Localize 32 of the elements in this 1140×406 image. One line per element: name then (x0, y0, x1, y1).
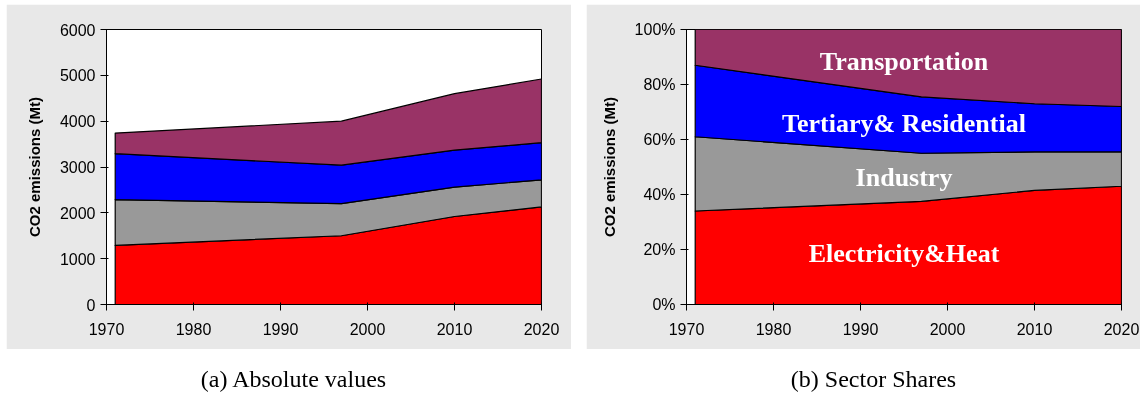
y-axis-title: CO2 emissions (Mt) (25, 96, 43, 238)
text: (a) Absolute values (200, 365, 387, 394)
x-tick-label: 2020 (523, 320, 560, 338)
x-tick-label: 2010 (436, 320, 473, 338)
y-tick-label: 0% (652, 296, 676, 313)
x-tick-label: 2010 (1016, 320, 1053, 338)
y-axis-title: CO2 emissions (Mt) (600, 96, 618, 238)
x-tick-label: 2020 (1103, 320, 1140, 338)
y-tick-label: 20% (643, 241, 676, 258)
y-tick-label: 60% (643, 131, 676, 148)
x-tick-label: 2000 (929, 320, 966, 338)
x-tick-label: 1970 (88, 320, 125, 338)
y-tick-label: 2000 (59, 204, 96, 222)
x-tick-label: 2000 (349, 320, 386, 338)
y-tick-label: 40% (643, 186, 676, 203)
series-label: Transportation (819, 47, 989, 77)
series-label: Industry (855, 162, 953, 192)
text: (b) Sector Shares (790, 365, 957, 394)
series-label: Tertiary& Residential (782, 108, 1026, 138)
y-tick-label: 1000 (59, 250, 96, 268)
x-tick-label: 1990 (842, 320, 879, 338)
y-tick-label: 0 (86, 296, 96, 314)
x-tick-label: 1990 (262, 320, 299, 338)
y-tick-label: 5000 (59, 67, 96, 85)
x-tick-label: 1970 (668, 320, 705, 338)
y-tick-label: 80% (643, 76, 676, 93)
y-tick-label: 6000 (59, 21, 96, 39)
y-tick-label: 3000 (59, 159, 96, 176)
x-tick-label: 1980 (755, 320, 792, 338)
x-tick-label: 1980 (175, 320, 212, 338)
y-tick-label: 100% (634, 21, 676, 38)
y-tick-label: 4000 (59, 113, 96, 131)
